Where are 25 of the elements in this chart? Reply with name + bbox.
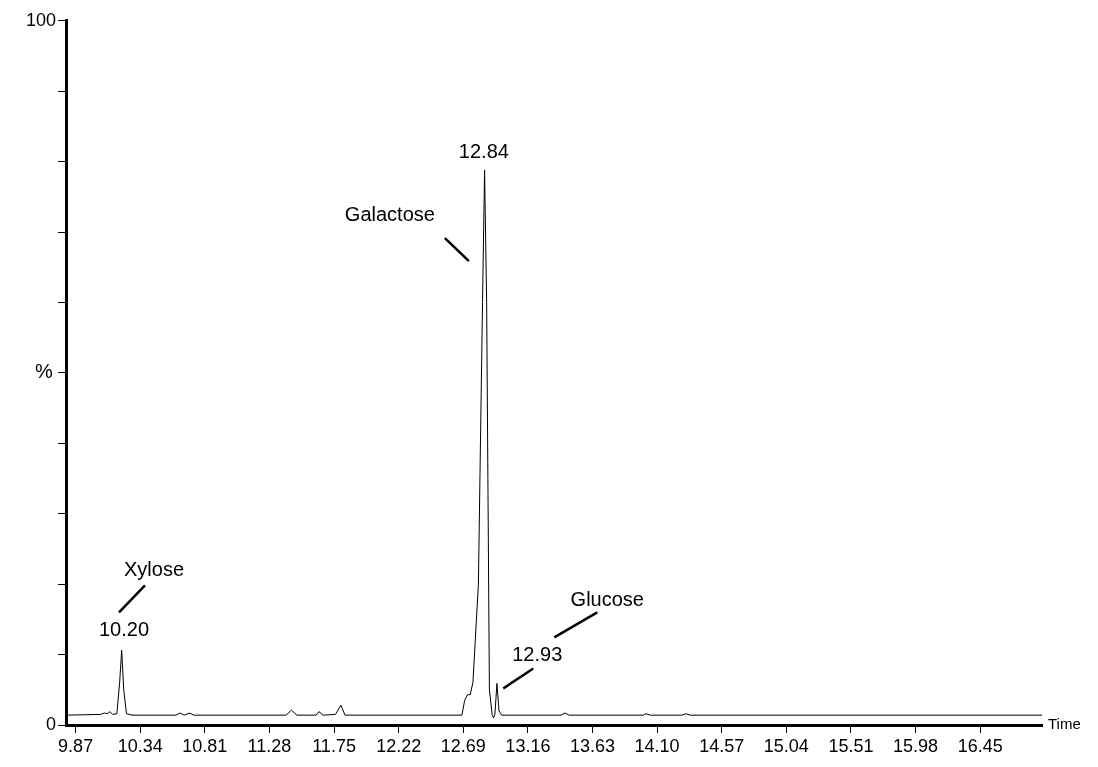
x-tick-label: 11.75: [312, 735, 356, 756]
x-tick-label: 12.22: [376, 735, 422, 756]
x-axis-title: Time: [1048, 715, 1081, 733]
x-tick-label: 16.45: [957, 735, 1003, 756]
x-tick-label: 12.69: [440, 735, 486, 756]
x-tick-label: 14.57: [699, 735, 745, 756]
y-tick-label: 0: [45, 713, 56, 734]
annotation: 12.84: [458, 139, 509, 162]
x-tick-label: 11.28: [247, 735, 292, 756]
y-tick-label: 100: [25, 9, 56, 30]
x-tick-label: 13.63: [569, 735, 616, 756]
x-tick-label: 10.34: [117, 735, 163, 756]
x-tick-label: 14.10: [634, 735, 680, 756]
annotation: 10.20: [98, 617, 150, 640]
x-tick-label: 9.87: [58, 735, 94, 756]
annotation: Glucose: [570, 587, 644, 610]
annotation: Xylose: [123, 557, 184, 580]
x-tick-label: 15.04: [763, 735, 809, 756]
x-tick-label: 15.98: [893, 735, 939, 756]
x-tick-label: 15.51: [828, 735, 874, 756]
x-tick-label: 13.16: [505, 735, 551, 756]
x-tick-label: 10.81: [182, 735, 228, 756]
y-axis-title: %: [35, 360, 54, 383]
annotation: Galactose: [344, 202, 435, 225]
annotation: 12.93: [512, 642, 563, 665]
